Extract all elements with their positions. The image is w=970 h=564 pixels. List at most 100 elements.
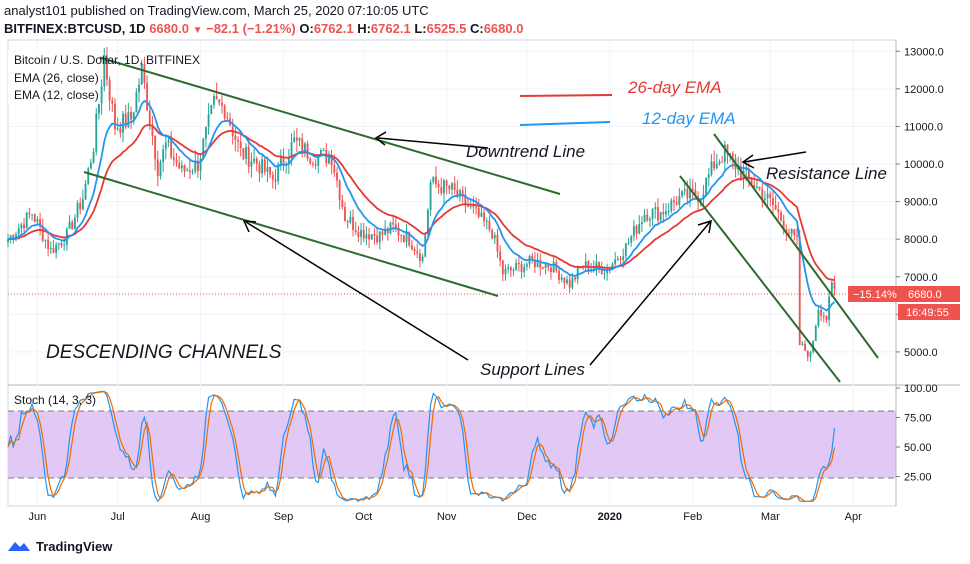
candle-body <box>707 174 710 179</box>
chart-title: Bitcoin / U.S. Dollar, 1D, BITFINEX <box>14 53 200 67</box>
candle-body <box>282 157 285 165</box>
candle-body <box>400 235 403 237</box>
candle-body <box>274 179 277 182</box>
last-price-label: 6680.0 <box>908 289 942 301</box>
y-tick-label: 10000.0 <box>904 159 944 171</box>
candle-body <box>747 168 750 178</box>
high-value: 6762.1 <box>370 21 411 36</box>
candle-body <box>491 229 494 239</box>
stoch-tick-label: 100.00 <box>904 383 938 395</box>
candle-body <box>750 177 753 186</box>
candle-body <box>295 137 298 141</box>
candle-body <box>346 220 349 223</box>
candle-body <box>330 156 333 166</box>
symbol-line: BITFINEX:BTCUSD, 1D 6680.0 ▼ −82.1 (−1.2… <box>4 21 524 36</box>
candle-body <box>566 279 568 284</box>
candle-body <box>255 158 258 165</box>
candle-body <box>215 96 218 100</box>
candle-body <box>426 209 429 234</box>
candle-body <box>253 158 256 162</box>
candle-body <box>777 209 780 213</box>
candle-body <box>132 112 135 120</box>
candle-body <box>798 236 801 345</box>
candle-body <box>793 228 796 236</box>
candle-body <box>678 195 681 205</box>
candle-body <box>598 262 601 268</box>
candle-body <box>271 174 274 180</box>
candle-body <box>723 144 726 163</box>
candle-body <box>103 57 106 87</box>
candle-body <box>349 217 352 223</box>
candle-body <box>809 352 812 357</box>
candle-body <box>571 277 574 288</box>
candle-body <box>277 164 280 182</box>
candle-body <box>782 220 785 230</box>
candle-body <box>81 199 84 210</box>
candle-body <box>234 136 237 140</box>
candle-body <box>619 258 622 260</box>
candle-body <box>488 220 491 230</box>
stochastic-title: Stoch (14, 3, 3) <box>14 393 96 407</box>
candle-body <box>699 199 702 202</box>
candle-body <box>550 267 552 273</box>
candle-body <box>9 235 12 240</box>
candle-body <box>266 166 269 172</box>
candle-body <box>381 231 384 235</box>
candle-body <box>114 103 116 130</box>
ema26-swatch <box>519 94 613 97</box>
candle-body <box>362 229 365 239</box>
stoch-tick-label: 50.00 <box>904 442 932 454</box>
support-arrow-1 <box>245 221 469 361</box>
candle-body <box>116 128 119 130</box>
support-line-2 <box>679 175 841 383</box>
candle-body <box>648 218 651 221</box>
candle-body <box>15 234 17 240</box>
candle-body <box>515 262 518 271</box>
candle-body <box>464 194 467 206</box>
candle-body <box>702 194 705 200</box>
candle-body <box>731 153 734 159</box>
candle-body <box>221 102 223 106</box>
candle-body <box>499 251 502 261</box>
ema12-annotation: 12-day EMA <box>642 109 736 128</box>
candle-body <box>790 228 793 234</box>
candle-body <box>237 139 239 142</box>
candle-body <box>445 180 448 186</box>
candle-body <box>772 198 774 205</box>
candle-body <box>386 228 389 234</box>
candle-body <box>651 209 654 219</box>
candle-body <box>416 251 419 254</box>
candle-body <box>710 161 713 175</box>
candle-body <box>440 187 443 194</box>
x-tick-label: Nov <box>437 511 457 523</box>
candle-body <box>376 235 379 243</box>
candle-body <box>477 208 480 217</box>
stochastic-lines <box>7 390 836 503</box>
candle-body <box>726 144 729 154</box>
candle-body <box>373 234 376 236</box>
candle-body <box>55 244 58 253</box>
candle-body <box>352 217 354 230</box>
candle-body <box>314 164 317 166</box>
candle-body <box>496 234 499 252</box>
candle-body <box>108 79 111 101</box>
candle-body <box>247 146 250 167</box>
candle-body <box>151 124 154 137</box>
candle-body <box>79 202 82 210</box>
candle-body <box>801 343 804 345</box>
candle-body <box>333 165 336 173</box>
x-tick-label: Dec <box>517 511 537 523</box>
candle-body <box>111 100 114 104</box>
candle-body <box>480 212 483 217</box>
candle-body <box>242 148 245 159</box>
candle-body <box>33 214 36 222</box>
candle-body <box>640 222 643 225</box>
x-tick-label: Feb <box>683 511 702 523</box>
candle-body <box>753 185 756 188</box>
candle-body <box>360 229 362 237</box>
candle-body <box>814 325 817 341</box>
candle-body <box>713 161 716 169</box>
resistance-line <box>713 133 879 359</box>
candle-body <box>143 63 146 83</box>
candle-body <box>421 256 424 261</box>
